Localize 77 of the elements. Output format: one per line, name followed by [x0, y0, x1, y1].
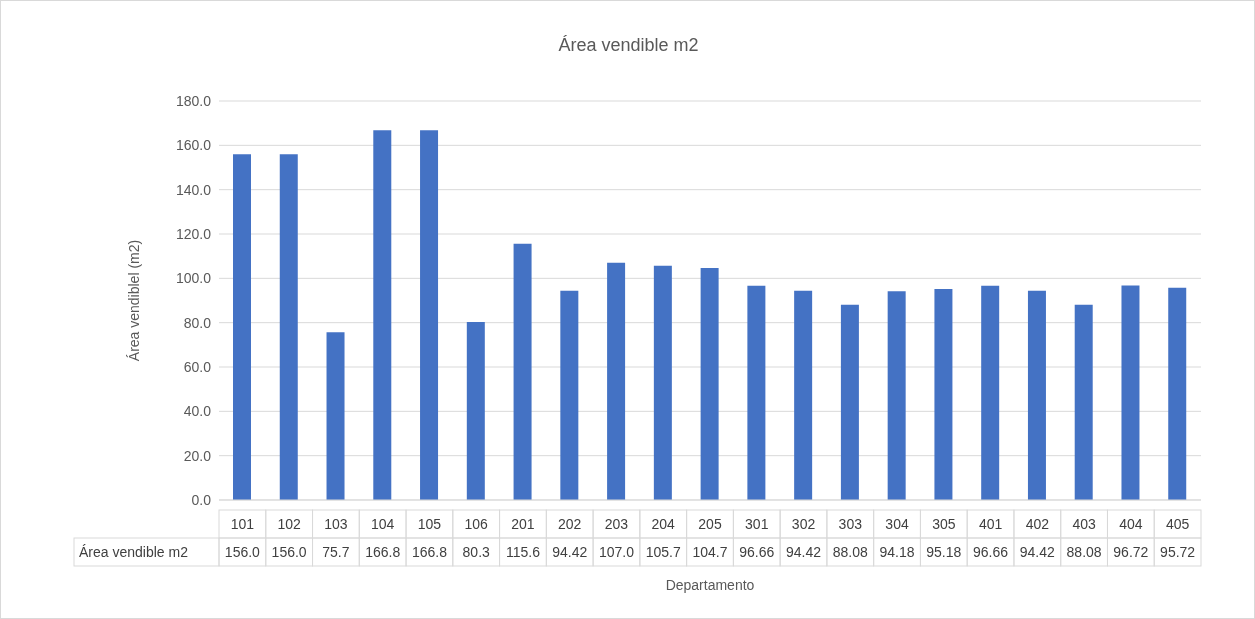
- x-tick-label: 401: [978, 516, 1003, 532]
- x-tick-label: 201: [511, 516, 535, 532]
- bar: [420, 130, 439, 500]
- data-label: 94.42: [786, 544, 822, 560]
- bar: [1168, 287, 1187, 500]
- bar: [560, 290, 579, 500]
- bar: [887, 291, 906, 500]
- data-label: 75.7: [322, 544, 350, 560]
- bar: [513, 243, 532, 500]
- data-label: 95.72: [1160, 544, 1196, 560]
- data-label: 107.0: [598, 544, 635, 560]
- x-tick-label: 102: [277, 516, 302, 532]
- data-label: 88.08: [832, 544, 869, 560]
- data-label: 156.0: [271, 544, 307, 560]
- bar: [981, 285, 1000, 500]
- bar: [466, 322, 485, 500]
- y-tick-label: 40.0: [183, 403, 212, 420]
- bar: [1027, 290, 1046, 500]
- x-tick-label: 304: [885, 516, 909, 532]
- bar: [373, 130, 392, 500]
- data-label: 166.8: [411, 544, 448, 560]
- bar: [233, 154, 251, 500]
- x-axis-title: Departamento: [665, 577, 755, 593]
- data-label: 104.7: [692, 544, 728, 560]
- x-tick-label: 404: [1119, 516, 1143, 532]
- data-label: 115.6: [505, 544, 541, 560]
- data-label: 96.66: [739, 544, 775, 560]
- chart-title: Área vendible m2: [557, 35, 700, 56]
- x-tick-label: 103: [324, 516, 348, 532]
- y-tick-label: 180.0: [175, 92, 212, 109]
- x-tick-label: 403: [1072, 516, 1096, 532]
- bar: [607, 262, 626, 500]
- bar: [1074, 304, 1093, 500]
- x-tick-label: 203: [604, 516, 629, 532]
- bar: [1121, 285, 1140, 500]
- bar: [794, 290, 813, 500]
- bar: [279, 154, 298, 500]
- x-tick-label: 305: [932, 516, 956, 532]
- x-tick-label: 205: [698, 516, 722, 532]
- bar: [840, 304, 859, 500]
- x-tick-label: 101: [230, 516, 255, 532]
- x-tick-label: 402: [1025, 516, 1050, 532]
- x-tick-label: 405: [1165, 516, 1190, 532]
- data-label: 88.08: [1066, 544, 1102, 560]
- y-axis-title: Área vendiblel (m2): [125, 239, 142, 362]
- y-tick-label: 100.0: [175, 270, 212, 287]
- bar: [747, 285, 766, 500]
- data-label: 94.42: [1019, 544, 1056, 560]
- data-label: 96.72: [1113, 544, 1149, 560]
- y-tick-label: 0.0: [191, 491, 212, 508]
- text: Área vendible m2: [79, 544, 189, 560]
- bar: [934, 289, 953, 500]
- x-tick-label: 106: [464, 516, 489, 532]
- y-tick-label: 120.0: [175, 225, 212, 242]
- data-label: 94.18: [879, 544, 915, 560]
- x-tick-label: 204: [651, 516, 676, 532]
- data-label: 166.8: [365, 544, 401, 560]
- y-tick-label: 20.0: [183, 447, 212, 464]
- x-tick-label: 303: [838, 516, 863, 532]
- y-tick-label: 60.0: [183, 358, 212, 375]
- x-tick-label: 105: [417, 516, 442, 532]
- data-label: 95.18: [926, 544, 962, 560]
- data-label: 105.7: [645, 544, 681, 560]
- bar: [700, 267, 719, 500]
- y-tick-label: 140.0: [175, 181, 212, 198]
- x-tick-label: 301: [745, 516, 769, 532]
- x-tick-label: 104: [370, 516, 395, 532]
- bar: [326, 332, 345, 500]
- data-label: 96.66: [973, 544, 1009, 560]
- x-tick-label: 202: [558, 516, 582, 532]
- y-tick-label: 160.0: [175, 137, 212, 154]
- y-tick-label: 80.0: [183, 314, 212, 331]
- data-label: 156.0: [224, 544, 261, 560]
- bar: [653, 265, 672, 500]
- data-label: 94.42: [552, 544, 588, 560]
- data-label: 80.3: [462, 544, 491, 560]
- x-tick-label: 302: [791, 516, 816, 532]
